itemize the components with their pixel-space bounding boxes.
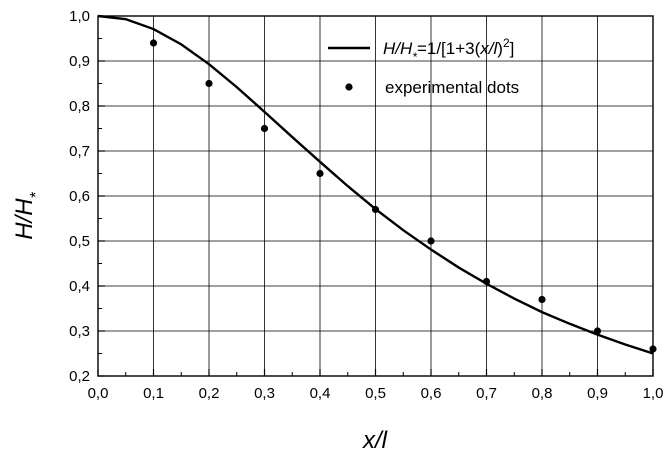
x-axis-title: x/l [362, 427, 388, 454]
y-tick-label: 0,2 [69, 368, 90, 385]
x-tick-label: 0,7 [476, 385, 497, 402]
legend-label-experimental-dots: experimental dots [385, 78, 519, 97]
legend: H/H*=1/[1+3(x/l)2] experimental dots [328, 36, 519, 97]
y-tick-label: 0,3 [69, 323, 90, 340]
x-tick-label: 0,3 [254, 385, 275, 402]
data-point [316, 169, 324, 178]
y-tick-label: 0,5 [69, 233, 90, 250]
x-tick-label: 0,4 [310, 385, 331, 402]
data-point [205, 79, 213, 88]
experimental-dots-series [149, 39, 657, 353]
y-tick-label: 0,8 [69, 98, 90, 115]
x-tick-label: 0,0 [88, 385, 109, 402]
data-point [427, 237, 435, 245]
legend-label-model-curve: H/H*=1/[1+3(x/l)2] [383, 36, 514, 64]
x-tick-label: 0,9 [587, 385, 608, 402]
x-axis-ticks [97, 369, 654, 376]
y-tick-label: 1,0 [69, 8, 90, 25]
data-point [649, 345, 657, 353]
x-tick-label: 0,6 [421, 385, 442, 402]
data-point [260, 124, 269, 133]
y-tick-label: 0,4 [69, 278, 90, 295]
data-point [371, 205, 380, 214]
y-tick-label: 0,7 [69, 143, 90, 160]
y-axis-tick-labels: 0,2 0,3 0,4 0,5 0,6 0,7 0,8 0,9 1,0 [69, 8, 90, 385]
x-tick-label: 1,0 [643, 385, 664, 402]
data-point [593, 327, 602, 335]
y-axis-ticks [98, 15, 105, 377]
data-point [482, 277, 491, 286]
y-axis-title: H/H* [11, 191, 45, 239]
data-point [538, 295, 546, 304]
y-tick-label: 0,9 [69, 53, 90, 70]
y-tick-label: 0,6 [69, 188, 90, 205]
grid [98, 16, 653, 376]
x-axis-tick-labels: 0,0 0,1 0,2 0,3 0,4 0,5 0,6 0,7 0,8 0,9 1,0 [88, 385, 664, 402]
x-tick-label: 0,1 [143, 385, 164, 402]
legend-dot-swatch [345, 83, 353, 91]
x-tick-label: 0,8 [532, 385, 553, 402]
data-point [149, 39, 158, 47]
x-tick-label: 0,5 [365, 385, 386, 402]
x-tick-label: 0,2 [199, 385, 220, 402]
